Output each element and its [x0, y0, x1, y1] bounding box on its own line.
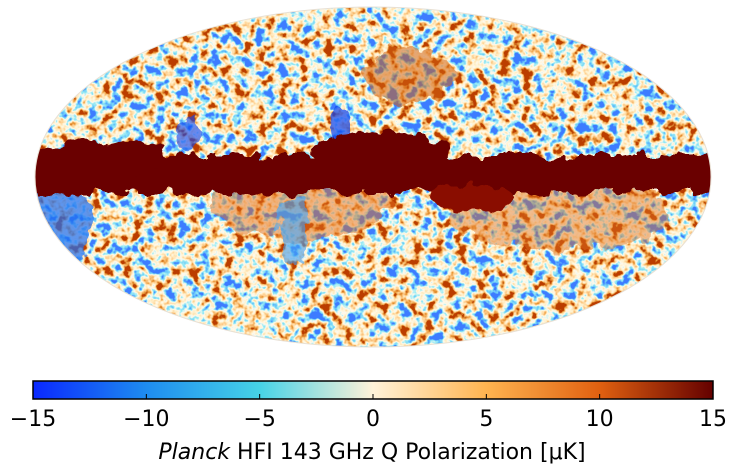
colorbar-tick-label: −15	[10, 407, 56, 432]
caption-rest: HFI 143 GHz Q Polarization [μK]	[237, 440, 586, 465]
caption-italic: Planck	[158, 440, 231, 465]
sky-outline	[34, 6, 712, 348]
colorbar-tick-label: 15	[699, 407, 727, 432]
colorbar-tick-label: −10	[123, 407, 169, 432]
sky-map	[35, 7, 711, 347]
colorbar-tick-label: −5	[243, 407, 275, 432]
caption: Planck HFI 143 GHz Q Polarization [μK]	[158, 440, 585, 465]
colorbar-tick-label: 10	[586, 407, 614, 432]
colorbar-tick-label: 0	[366, 407, 380, 432]
colorbar: −15 −10 −5 0 5 10 15	[10, 380, 727, 432]
colorbar-tick-label: 5	[479, 407, 493, 432]
